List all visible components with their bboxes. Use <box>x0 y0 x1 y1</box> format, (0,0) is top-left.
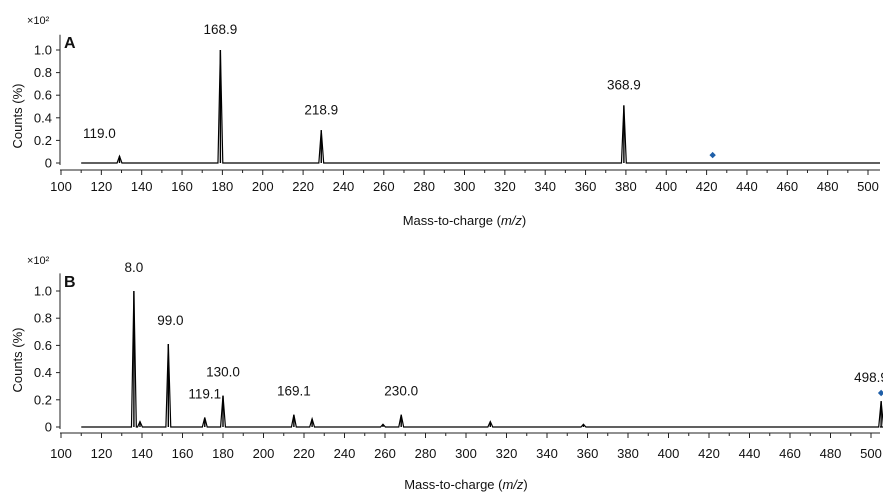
peak-label: 168.9 <box>203 22 237 37</box>
peak-label: 498.9 <box>854 370 883 385</box>
peak-label: 169.1 <box>277 384 311 399</box>
scale-factor-label: ×10² <box>27 15 50 27</box>
scale-factor-label: ×10² <box>27 255 50 267</box>
x-tick-label: 220 <box>292 179 314 194</box>
x-axis-title: Mass-to-charge (m/z) <box>404 477 528 492</box>
x-tick-label: 180 <box>212 446 234 461</box>
x-tick-label: 380 <box>617 446 639 461</box>
x-tick-label: 460 <box>776 179 798 194</box>
x-tick-label: 340 <box>534 179 556 194</box>
peak-label: 218.9 <box>304 102 338 117</box>
x-tick-label: 220 <box>293 446 315 461</box>
x-tick-label: 100 <box>50 179 72 194</box>
precursor-marker <box>877 389 883 397</box>
y-tick-label: 0.6 <box>34 338 52 353</box>
x-tick-label: 460 <box>779 446 801 461</box>
x-tick-label: 420 <box>696 179 718 194</box>
y-tick-label: 0.4 <box>34 110 52 125</box>
x-tick-label: 100 <box>50 446 72 461</box>
x-tick-label: 480 <box>817 179 839 194</box>
x-tick-label: 340 <box>536 446 558 461</box>
x-tick-label: 440 <box>739 446 761 461</box>
peak-label: 130.0 <box>206 365 240 380</box>
spectrum-panel-b: 0 0.2 0.4 0.6 0.8 1.0 100 120 140 160 180 200 220 240… <box>10 255 883 492</box>
x-tick-label: 280 <box>415 446 437 461</box>
x-tick-label: 500 <box>860 446 882 461</box>
x-tick-label: 360 <box>575 179 597 194</box>
y-tick-label: 0 <box>45 156 52 171</box>
panel-label: B <box>64 274 76 291</box>
y-tick-label: 0.6 <box>34 88 52 103</box>
y-tick-label: 1.0 <box>34 284 52 299</box>
x-tick-label: 240 <box>334 446 356 461</box>
peak-label: 368.9 <box>607 78 641 93</box>
peak-label: 8.0 <box>125 260 144 275</box>
x-tick-label: 200 <box>252 179 274 194</box>
x-tick-label: 400 <box>658 446 680 461</box>
x-tick-label: 300 <box>454 179 476 194</box>
y-tick-label: 0.4 <box>34 365 52 380</box>
x-tick-label: 180 <box>212 179 234 194</box>
y-tick-label: 1.0 <box>34 43 52 58</box>
x-tick-label: 160 <box>172 446 194 461</box>
x-tick-label: 360 <box>577 446 599 461</box>
spectrum-trace <box>81 290 883 428</box>
spectrum-panel-a: 0 0.2 0.4 0.6 0.8 1.0 100 120 140 160 180 200 220 240… <box>10 15 880 228</box>
x-tick-label: 440 <box>736 179 758 194</box>
panel-label: A <box>64 35 76 52</box>
x-tick-label: 140 <box>131 179 153 194</box>
y-axis-title: Counts (%) <box>10 83 25 148</box>
y-tick-label: 0.8 <box>34 65 52 80</box>
y-axis-title: Counts (%) <box>10 327 25 392</box>
x-tick-label: 320 <box>494 179 516 194</box>
x-tick-label: 280 <box>413 179 435 194</box>
x-tick-label: 260 <box>373 179 395 194</box>
x-tick-label: 240 <box>333 179 355 194</box>
x-tick-label: 120 <box>91 446 113 461</box>
x-tick-label: 200 <box>253 446 275 461</box>
y-tick-label: 0.2 <box>34 392 52 407</box>
x-tick-label: 380 <box>615 179 637 194</box>
x-tick-label: 400 <box>655 179 677 194</box>
x-tick-label: 300 <box>455 446 477 461</box>
x-axis-title: Mass-to-charge (m/z) <box>403 213 527 228</box>
y-tick-label: 0 <box>45 420 52 435</box>
x-tick-label: 120 <box>90 179 112 194</box>
y-tick-label: 0.2 <box>34 133 52 148</box>
x-tick-label: 160 <box>171 179 193 194</box>
peak-label: 230.0 <box>384 384 418 399</box>
x-tick-label: 320 <box>496 446 518 461</box>
x-tick-label: 480 <box>820 446 842 461</box>
x-tick-label: 260 <box>374 446 396 461</box>
precursor-marker <box>709 151 716 159</box>
x-tick-label: 420 <box>698 446 720 461</box>
peak-label: 119.0 <box>83 126 116 141</box>
spectrum-trace <box>81 49 880 164</box>
peak-label: 99.0 <box>157 313 183 328</box>
y-tick-label: 0.8 <box>34 311 52 326</box>
x-tick-label: 140 <box>131 446 153 461</box>
x-tick-label: 500 <box>857 179 879 194</box>
peak-label: 119.1 <box>188 386 221 401</box>
